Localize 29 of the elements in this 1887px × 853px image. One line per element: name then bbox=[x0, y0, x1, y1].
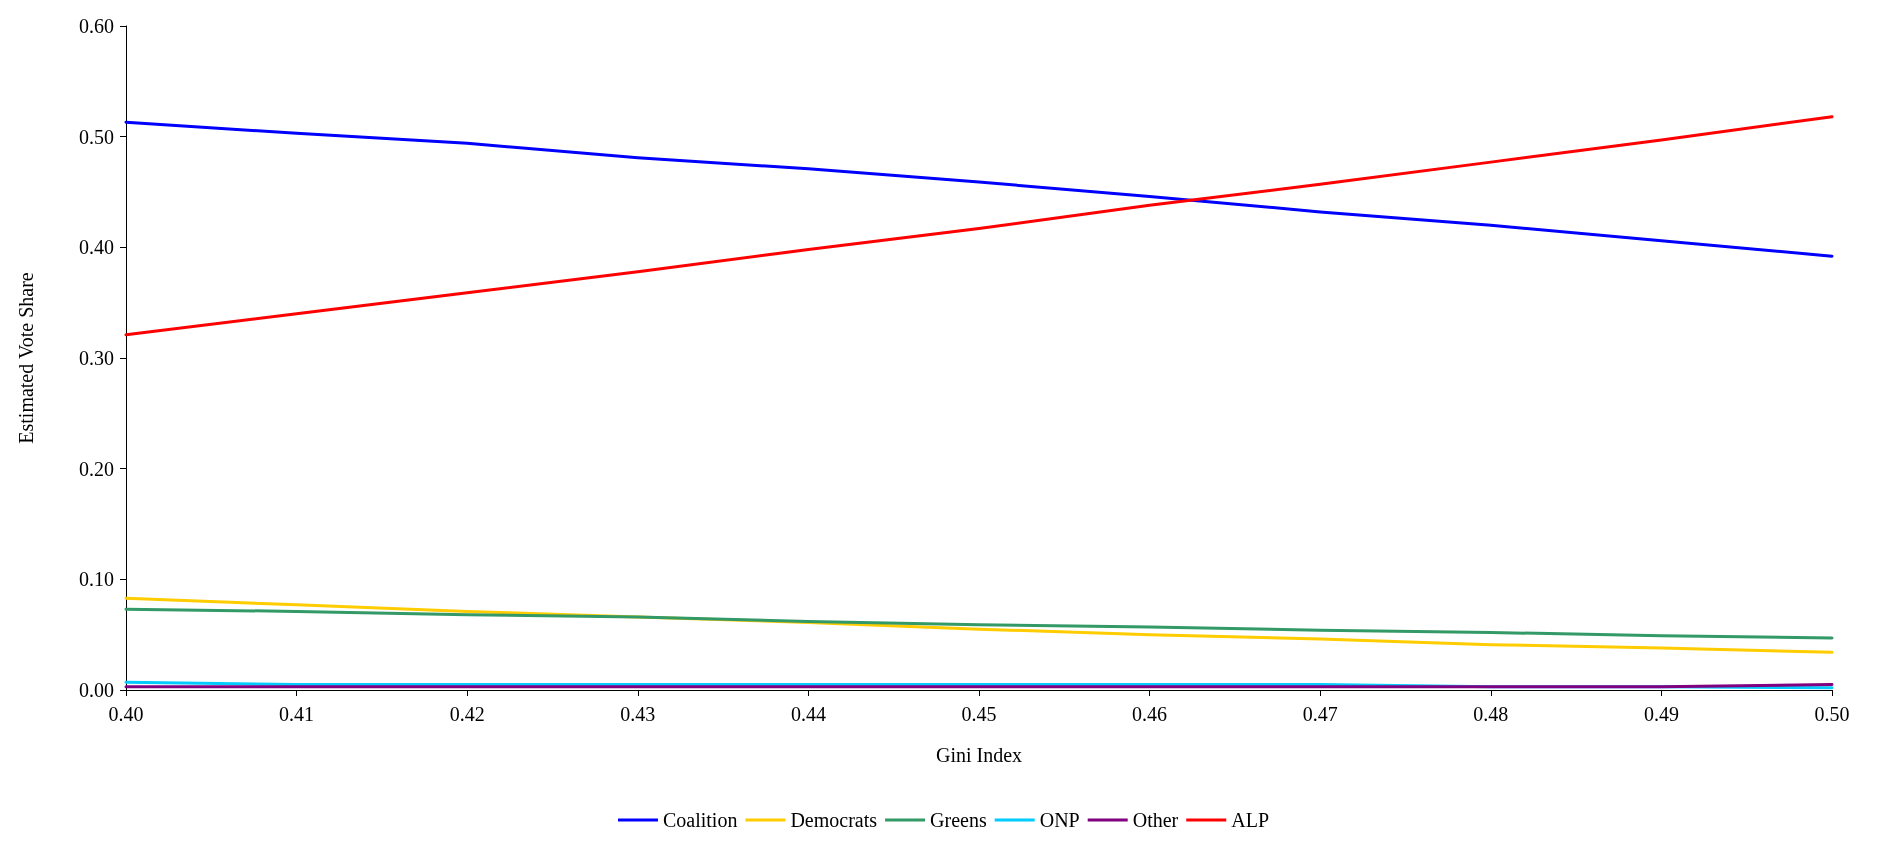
x-tick-label: 0.45 bbox=[961, 703, 997, 725]
line-series bbox=[124, 115, 1834, 337]
x-tick-label: 0.41 bbox=[279, 703, 315, 725]
x-axis-title: Gini Index bbox=[935, 744, 1023, 766]
x-tick-label: 0.40 bbox=[108, 703, 144, 725]
x-tick-label: 0.49 bbox=[1643, 703, 1679, 725]
y-tick-label: 0.00 bbox=[79, 679, 114, 701]
x-tick-label: 0.50 bbox=[1814, 703, 1850, 725]
line-series bbox=[124, 607, 1834, 640]
legend-label: ALP bbox=[1231, 809, 1270, 831]
y-tick-label: 0.20 bbox=[79, 457, 114, 480]
x-tick-label: 0.43 bbox=[620, 703, 656, 725]
x-tick-label: 0.48 bbox=[1473, 703, 1509, 725]
legend-label: Other bbox=[1132, 809, 1179, 831]
x-tick-label: 0.42 bbox=[449, 703, 485, 725]
x-tick-label: 0.47 bbox=[1302, 703, 1338, 725]
y-tick-label: 0.10 bbox=[79, 568, 114, 591]
x-tick-label: 0.46 bbox=[1132, 703, 1168, 725]
legend-label: ONP bbox=[1039, 809, 1080, 831]
y-tick-label: 0.50 bbox=[79, 125, 114, 148]
y-tick-label: 0.30 bbox=[79, 347, 114, 369]
line-series bbox=[124, 120, 1834, 258]
y-tick-label: 0.40 bbox=[79, 236, 114, 259]
legend-label: Democrats bbox=[790, 809, 878, 831]
x-tick-label: 0.44 bbox=[790, 703, 826, 725]
legend-label: Greens bbox=[930, 809, 987, 831]
y-tick-label: 0.60 bbox=[79, 15, 114, 37]
y-axis-title: Estimated Vote Share bbox=[15, 272, 37, 444]
legend-label: Coalition bbox=[662, 809, 738, 831]
